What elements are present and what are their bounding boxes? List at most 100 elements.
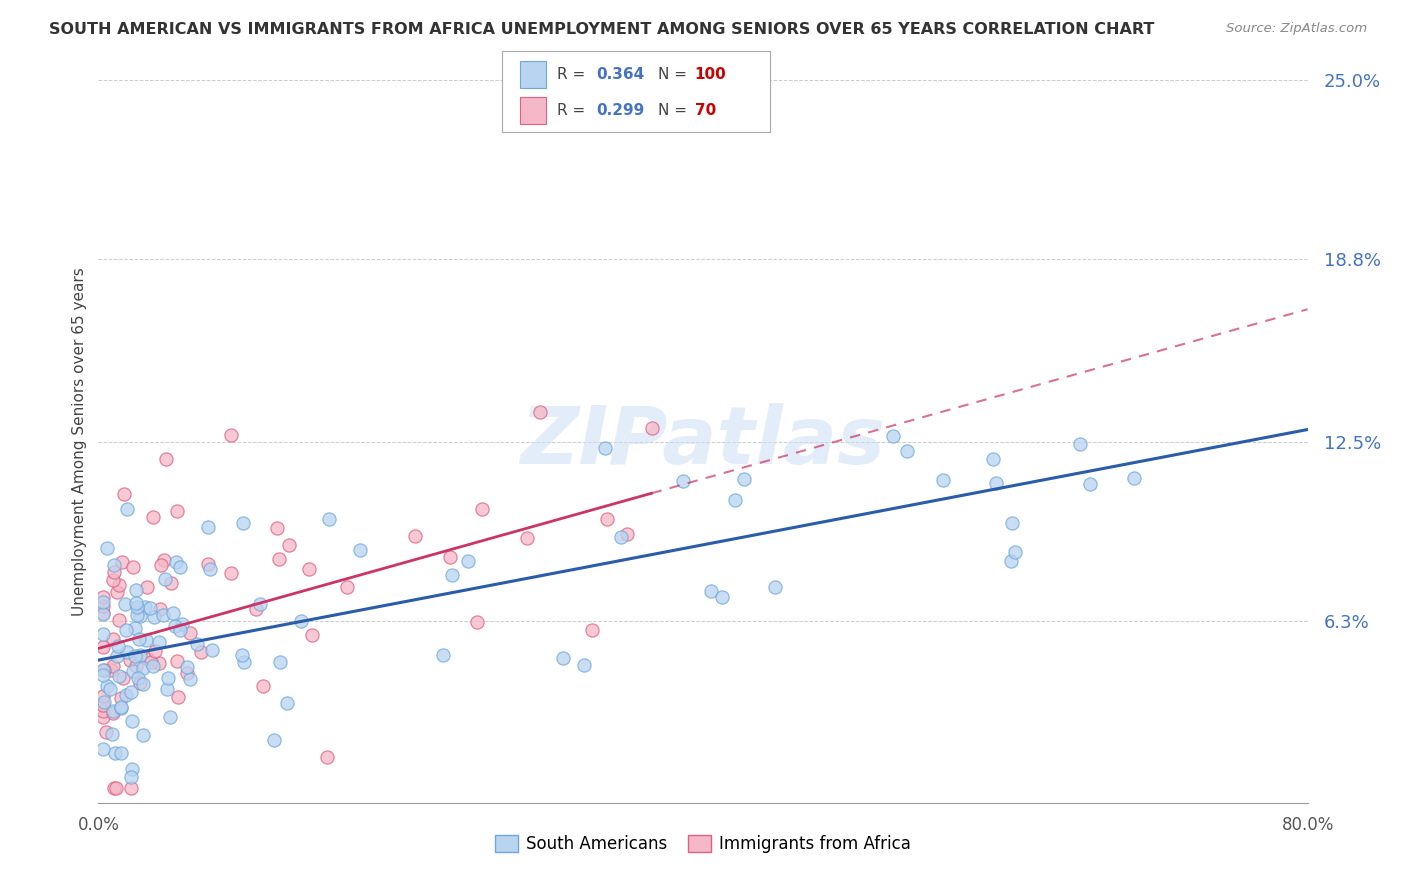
Point bbox=[148, 657, 170, 671]
Point bbox=[290, 614, 312, 628]
Point bbox=[148, 634, 170, 648]
Point bbox=[1069, 437, 1091, 451]
Point bbox=[581, 624, 603, 638]
Point bbox=[125, 599, 148, 614]
Point bbox=[125, 659, 148, 673]
Point bbox=[169, 559, 191, 574]
Point bbox=[516, 531, 538, 545]
Point bbox=[981, 451, 1004, 466]
Point bbox=[149, 602, 172, 616]
Point bbox=[165, 555, 187, 569]
Point bbox=[91, 607, 114, 621]
Point bbox=[169, 623, 191, 637]
Point bbox=[104, 781, 127, 796]
Point bbox=[172, 617, 194, 632]
Text: N =: N = bbox=[658, 103, 692, 118]
Point bbox=[245, 602, 267, 616]
Point bbox=[152, 608, 174, 623]
Point bbox=[553, 651, 575, 665]
Point bbox=[277, 538, 299, 552]
Point bbox=[201, 643, 224, 657]
Point bbox=[91, 599, 114, 613]
Point bbox=[159, 709, 181, 723]
Text: 100: 100 bbox=[695, 67, 727, 82]
Point bbox=[132, 728, 155, 742]
Point bbox=[135, 632, 157, 647]
Point bbox=[91, 668, 114, 682]
Point bbox=[142, 510, 165, 524]
Point bbox=[124, 621, 146, 635]
Point bbox=[190, 645, 212, 659]
Point bbox=[160, 575, 183, 590]
Point bbox=[197, 557, 219, 571]
Point bbox=[122, 664, 145, 678]
Point bbox=[120, 770, 142, 784]
Point bbox=[112, 487, 135, 501]
Point bbox=[125, 596, 148, 610]
Point bbox=[91, 663, 114, 677]
Point bbox=[263, 733, 285, 747]
Point bbox=[143, 644, 166, 658]
Point bbox=[110, 690, 132, 705]
Point bbox=[457, 554, 479, 568]
Point bbox=[132, 677, 155, 691]
Point bbox=[763, 580, 786, 594]
Text: SOUTH AMERICAN VS IMMIGRANTS FROM AFRICA UNEMPLOYMENT AMONG SENIORS OVER 65 YEAR: SOUTH AMERICAN VS IMMIGRANTS FROM AFRICA… bbox=[49, 22, 1154, 37]
Point bbox=[115, 623, 138, 637]
Point bbox=[1000, 553, 1022, 567]
Point bbox=[186, 637, 208, 651]
Point bbox=[176, 660, 198, 674]
Point bbox=[711, 590, 734, 604]
Text: ZIPatlas: ZIPatlas bbox=[520, 402, 886, 481]
Point bbox=[153, 553, 176, 567]
Point bbox=[136, 580, 159, 594]
Point bbox=[156, 681, 179, 696]
Point bbox=[103, 706, 125, 720]
Point bbox=[134, 600, 156, 615]
Point bbox=[108, 613, 131, 627]
Text: 0.299: 0.299 bbox=[596, 103, 644, 118]
Point bbox=[179, 625, 201, 640]
Point bbox=[103, 565, 125, 579]
Point bbox=[432, 648, 454, 662]
Point bbox=[616, 527, 638, 541]
Point bbox=[129, 648, 152, 663]
Point bbox=[155, 451, 177, 466]
Point bbox=[103, 781, 125, 796]
Point bbox=[198, 561, 221, 575]
Point bbox=[1123, 471, 1146, 485]
Point bbox=[91, 626, 114, 640]
Point bbox=[115, 688, 138, 702]
Point bbox=[882, 429, 904, 443]
Point bbox=[349, 542, 371, 557]
Point bbox=[166, 504, 188, 518]
Point bbox=[179, 672, 201, 686]
Point bbox=[124, 583, 146, 598]
Point bbox=[231, 648, 253, 663]
Point bbox=[96, 725, 118, 739]
Point bbox=[101, 727, 124, 741]
Point bbox=[107, 578, 129, 592]
Text: 70: 70 bbox=[695, 103, 716, 118]
Point bbox=[266, 521, 288, 535]
Point bbox=[114, 597, 136, 611]
Point bbox=[219, 427, 242, 442]
Point bbox=[404, 529, 426, 543]
Point bbox=[132, 661, 155, 675]
Point bbox=[155, 572, 177, 586]
Point bbox=[128, 632, 150, 647]
Point bbox=[91, 698, 114, 712]
Point bbox=[471, 502, 494, 516]
Point bbox=[595, 511, 617, 525]
Point bbox=[136, 652, 159, 666]
Point bbox=[103, 573, 125, 587]
Point bbox=[932, 474, 955, 488]
Point bbox=[125, 608, 148, 623]
Point bbox=[104, 746, 127, 760]
Point bbox=[96, 541, 118, 555]
Point bbox=[166, 654, 188, 668]
Point bbox=[96, 679, 118, 693]
Point bbox=[105, 585, 128, 599]
Point bbox=[335, 580, 357, 594]
Point bbox=[440, 568, 463, 582]
